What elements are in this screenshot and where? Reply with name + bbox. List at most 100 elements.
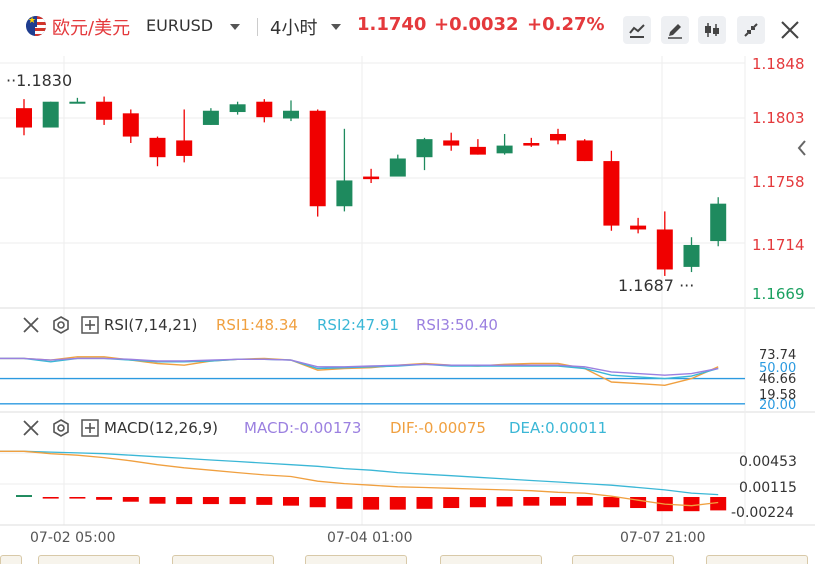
price-axis-tick: 1.1714 [752, 236, 805, 254]
symbol-name-cn[interactable]: 欧元/美元 [52, 18, 131, 39]
settings-icon[interactable] [52, 419, 70, 437]
rsi-title: RSI(7,14,21) [104, 316, 198, 334]
macd-series-line [0, 450, 719, 496]
candle-body [202, 110, 219, 125]
macd-histogram-bar [309, 497, 326, 508]
symbol-code[interactable]: EURUSD [146, 16, 214, 35]
rsi3-value: RSI3:50.40 [416, 316, 498, 334]
price-change-pct: +0.27% [527, 14, 605, 35]
add-indicator-icon[interactable] [81, 316, 99, 334]
dif-value: DIF:-0.00075 [390, 419, 486, 437]
x-axis-tick: 07-02 05:00 [30, 530, 116, 546]
macd-histogram-bar [283, 497, 299, 506]
header-bar: ★ 欧元/美元 EURUSD 4小时 1.1740 +0.0032 +0.27% [0, 0, 815, 56]
macd-histogram-bar [336, 497, 353, 509]
tab[interactable] [0, 555, 22, 564]
x-axis-tick: 07-04 01:00 [327, 530, 413, 546]
candle-body [42, 101, 59, 128]
candle-icon [705, 23, 719, 37]
candle-body [630, 225, 647, 230]
price-axis-tick: 1.1803 [752, 109, 805, 127]
macd-histogram-bar [550, 497, 566, 506]
tab[interactable] [440, 555, 542, 564]
collapse-button[interactable] [737, 16, 765, 44]
high-price-label: ··1.1830 [6, 71, 73, 90]
candle-body [710, 203, 727, 242]
macd-histogram-bar [443, 497, 460, 509]
candle-body [656, 229, 673, 270]
draw-tool-button[interactable] [661, 16, 689, 44]
rsi1-value: RSI1:48.34 [216, 316, 298, 334]
collapse-icon [744, 23, 758, 37]
tab[interactable] [706, 555, 808, 564]
rsi-series-line [0, 357, 719, 376]
macd-series-line [0, 450, 719, 507]
macd-histogram-bar [496, 497, 513, 507]
macd-histogram-bar [630, 497, 647, 509]
candle-body [96, 101, 113, 120]
chevron-left-icon[interactable] [796, 138, 808, 158]
macd-histogram-bar [229, 497, 246, 505]
low-price-label: 1.1687 ··· [618, 276, 695, 295]
period-dropdown-icon[interactable] [331, 24, 341, 30]
draw-pencil-icon [668, 24, 682, 39]
rsi-axis-tick: 73.74 [759, 348, 797, 363]
candle-body [283, 110, 299, 119]
tab[interactable] [305, 555, 407, 564]
candle-body [443, 140, 460, 146]
tab[interactable] [572, 555, 674, 564]
rsi-axis-tick: 50.00 [759, 361, 797, 376]
candle-body [523, 143, 540, 146]
tab[interactable] [172, 555, 274, 564]
candle-body [416, 139, 433, 158]
candle-body [229, 104, 246, 113]
macd-histogram-bar [416, 497, 433, 509]
macd-value: MACD:-0.00173 [244, 419, 362, 437]
add-indicator-icon[interactable] [81, 419, 99, 437]
candle-body [363, 176, 380, 180]
high-price-value: 1.1830 [16, 71, 73, 90]
rsi-axis-tick: 20.00 [759, 398, 797, 413]
macd-histogram-bar [69, 497, 86, 499]
last-price: 1.1740 [357, 14, 427, 35]
macd-histogram-bar [576, 497, 593, 506]
macd-histogram-bar [389, 497, 406, 510]
price-change: +0.0032 [434, 14, 519, 35]
candle-body [576, 140, 593, 162]
candle-body [16, 108, 32, 128]
candle-body [550, 133, 566, 141]
candle-style-button[interactable] [698, 16, 726, 44]
symbol-dropdown-icon[interactable] [230, 24, 240, 30]
rsi2-value: RSI2:47.91 [317, 316, 399, 334]
bottom-tabs [0, 555, 815, 564]
macd-histogram-bar [469, 497, 486, 508]
price-axis-tick: 1.1848 [752, 55, 805, 73]
close-rsi-icon[interactable] [22, 316, 40, 334]
macd-axis-tick: 0.00115 [739, 480, 797, 496]
macd-histogram-bar [176, 497, 193, 505]
macd-histogram-bar [710, 497, 727, 511]
period-selector[interactable]: 4小时 [270, 18, 318, 39]
candle-body [122, 113, 139, 137]
tab[interactable] [38, 555, 140, 564]
macd-histogram-bar [202, 497, 219, 505]
chart-type-button[interactable] [623, 16, 651, 44]
rsi-axis-tick: 19.58 [759, 388, 797, 403]
macd-axis-tick: -0.00224 [731, 505, 794, 521]
price-axis-tick: 1.1669 [752, 285, 805, 303]
candle-body [309, 110, 326, 207]
macd-histogram-bar [523, 497, 540, 506]
candle-body [389, 158, 406, 177]
candle-body [256, 101, 273, 118]
candle-body [603, 161, 620, 226]
macd-title: MACD(12,26,9) [104, 419, 218, 437]
close-macd-icon[interactable] [22, 419, 40, 437]
settings-icon[interactable] [52, 316, 70, 334]
dea-value: DEA:0.00011 [509, 419, 608, 437]
divider [257, 18, 258, 36]
macd-histogram-bar [256, 497, 273, 505]
close-icon[interactable] [779, 19, 801, 41]
candle-body [69, 101, 86, 104]
macd-histogram-bar [16, 495, 32, 497]
